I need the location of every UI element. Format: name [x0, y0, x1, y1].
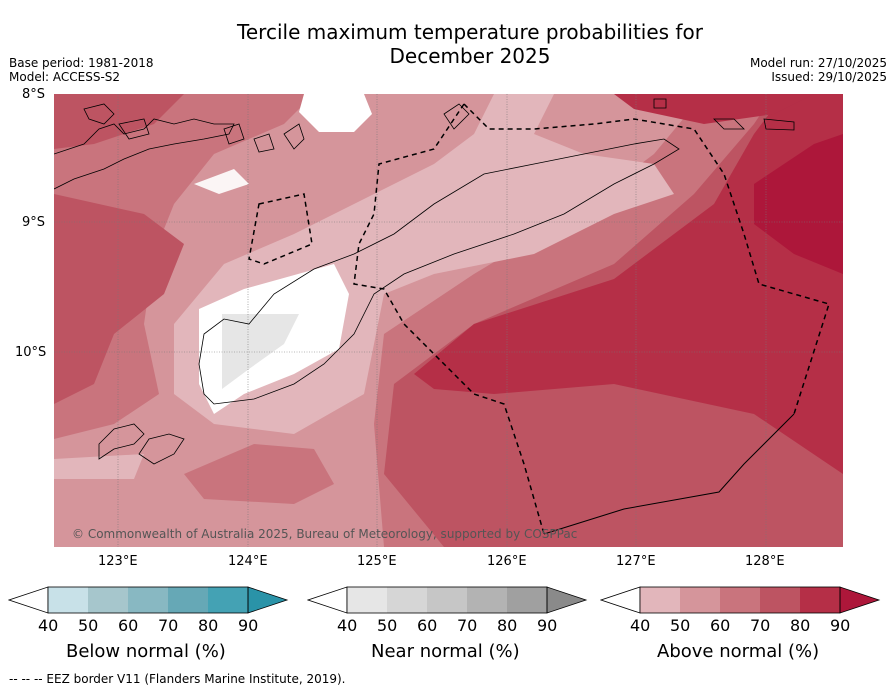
- x-tick-128e: 128°E: [745, 554, 785, 569]
- below-arrow-high: [247, 586, 289, 614]
- near-bin-80: [507, 587, 547, 613]
- below-tick-90: 90: [238, 616, 259, 635]
- above-tick-90: 90: [830, 616, 851, 635]
- contour-60-south: [184, 444, 334, 504]
- contour-80-east: [414, 94, 843, 474]
- title-line-2: December 2025: [389, 44, 551, 68]
- eez-border: [248, 103, 830, 535]
- y-tick-10s: 10°S: [15, 345, 47, 360]
- below-bin-40: [48, 587, 88, 613]
- below-bin-60: [128, 587, 168, 613]
- near-tick-50: 50: [377, 616, 398, 635]
- above-tick-50: 50: [670, 616, 691, 635]
- near-bin-70: [467, 587, 507, 613]
- near-arrow-low: [307, 586, 348, 614]
- x-tick-123e: 123°E: [98, 554, 138, 569]
- copyright-text: © Commonwealth of Australia 2025, Bureau…: [72, 527, 578, 541]
- below-tick-60: 60: [118, 616, 139, 635]
- meta-right: Model run: 27/10/2025 Issued: 29/10/2025: [750, 56, 887, 84]
- above-arrow-high: [839, 586, 881, 614]
- near-bin-50: [387, 587, 427, 613]
- above-bin-60: [720, 587, 760, 613]
- contour-90-east: [754, 134, 843, 274]
- x-tick-126e: 126°E: [487, 554, 527, 569]
- colorbar-near-normal: [307, 586, 588, 614]
- near-tick-90: 90: [537, 616, 558, 635]
- y-tick-8s: 8°S: [22, 87, 46, 102]
- above-tick-70: 70: [750, 616, 771, 635]
- eez-border-solid: [543, 413, 795, 535]
- contour-40-small-north: [194, 169, 249, 194]
- above-bin-70: [760, 587, 800, 613]
- contour-70-nw: [54, 94, 184, 149]
- near-bin-60: [427, 587, 467, 613]
- below-arrow-low: [8, 586, 49, 614]
- below-bin-70: [168, 587, 208, 613]
- near-normal-area: [222, 314, 299, 389]
- above-tick-60: 60: [710, 616, 731, 635]
- above-bin-80: [800, 587, 840, 613]
- above-bin-50: [680, 587, 720, 613]
- meta-left: Base period: 1981-2018 Model: ACCESS-S2: [9, 56, 154, 84]
- contour-60-west: [54, 94, 314, 439]
- below-tick-40: 40: [38, 616, 59, 635]
- colorbar-above-normal: [600, 586, 881, 614]
- below-tick-80: 80: [198, 616, 219, 635]
- near-tick-60: 60: [417, 616, 438, 635]
- near-normal-label: Near normal (%): [371, 641, 520, 662]
- chart-title: Tercile maximum temperature probabilitie…: [0, 20, 896, 68]
- near-tick-70: 70: [457, 616, 478, 635]
- near-tick-40: 40: [337, 616, 358, 635]
- near-bin-40: [347, 587, 387, 613]
- above-bin-40: [640, 587, 680, 613]
- title-line-1: Tercile maximum temperature probabilitie…: [237, 20, 703, 44]
- below-bin-80: [208, 587, 248, 613]
- issued-date: Issued: 29/10/2025: [771, 70, 887, 84]
- model-name: Model: ACCESS-S2: [9, 70, 121, 84]
- colorbar-below-normal: [8, 586, 289, 614]
- coastlines: [54, 98, 795, 465]
- contour-40-small-left: [54, 454, 144, 479]
- contour-70-west: [54, 194, 184, 404]
- below-bin-50: [88, 587, 128, 613]
- near-arrow-high: [546, 586, 588, 614]
- probability-map: [54, 94, 843, 547]
- eez-footnote: -- -- -- EEZ border V11 (Flanders Marine…: [9, 672, 346, 686]
- above-normal-label: Above normal (%): [657, 641, 820, 662]
- above-tick-80: 80: [790, 616, 811, 635]
- contour-80-north: [614, 94, 814, 124]
- x-tick-124e: 124°E: [228, 554, 268, 569]
- model-run: Model run: 27/10/2025: [749, 56, 887, 70]
- above-tick-40: 40: [630, 616, 651, 635]
- above-arrow-low: [600, 586, 641, 614]
- below-tick-70: 70: [158, 616, 179, 635]
- low-probability-north: [299, 94, 372, 132]
- below-tick-50: 50: [78, 616, 99, 635]
- near-tick-80: 80: [497, 616, 518, 635]
- y-tick-9s: 9°S: [22, 215, 46, 230]
- x-tick-125e: 125°E: [357, 554, 397, 569]
- below-normal-label: Below normal (%): [66, 641, 226, 662]
- base-period: Base period: 1981-2018: [9, 56, 154, 70]
- x-tick-127e: 127°E: [616, 554, 656, 569]
